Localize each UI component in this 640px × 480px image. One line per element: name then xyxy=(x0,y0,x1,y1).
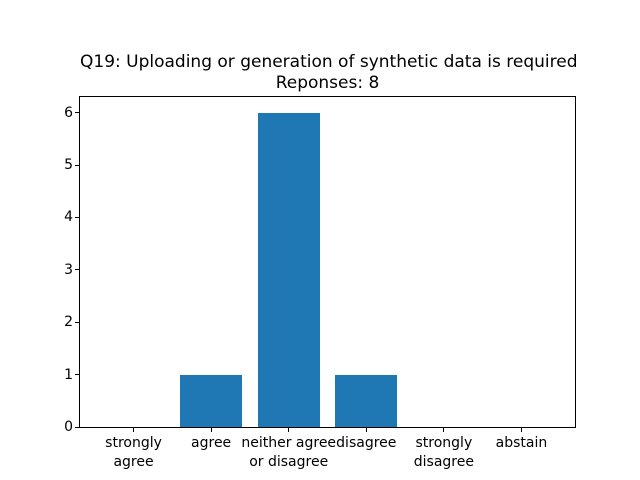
chart-title-line1: Q19: Uploading or generation of syntheti… xyxy=(80,52,578,72)
y-tick-label-0: 0 xyxy=(64,419,73,435)
x-tick-label-3: disagree xyxy=(286,434,446,453)
y-tick-mark-6 xyxy=(75,112,79,114)
y-tick-mark-3 xyxy=(75,269,79,271)
y-tick-label-6: 6 xyxy=(64,104,73,121)
plot-area xyxy=(79,96,576,428)
x-tick-label-1: agree xyxy=(131,434,291,453)
y-tick-label-3: 3 xyxy=(64,261,73,278)
y-tick-label-4: 4 xyxy=(64,209,73,226)
x-tick-label-line: strongly xyxy=(105,435,162,451)
y-tick-label-5: 5 xyxy=(64,157,73,174)
x-tick-label-line: strongly xyxy=(415,435,473,451)
y-tick-label-2: 2 xyxy=(64,314,73,331)
bar-1 xyxy=(180,374,243,427)
x-tick-label-5: abstain xyxy=(441,434,601,453)
x-tick-mark-0 xyxy=(133,428,135,432)
x-tick-mark-1 xyxy=(210,428,212,432)
y-tick-mark-1 xyxy=(75,374,79,376)
x-tick-label-line: agree xyxy=(191,435,232,451)
bar-2 xyxy=(257,112,320,427)
x-tick-label-2: neither agree or disagree xyxy=(209,434,369,472)
x-tick-label-0: strongly agree xyxy=(54,434,214,472)
x-tick-label-line: abstain xyxy=(495,435,548,451)
x-tick-label-line: neither agree xyxy=(241,435,337,451)
y-tick-mark-5 xyxy=(75,164,79,166)
x-tick-label-4: strongly disagree xyxy=(364,434,524,472)
y-tick-mark-0 xyxy=(75,426,79,428)
bar-3 xyxy=(335,374,398,427)
x-tick-mark-3 xyxy=(365,428,367,432)
y-tick-mark-2 xyxy=(75,321,79,323)
x-tick-mark-2 xyxy=(288,428,290,432)
x-tick-label-line: disagree xyxy=(413,454,474,470)
x-tick-mark-4 xyxy=(443,428,445,432)
chart-title: Q19: Uploading or generation of syntheti… xyxy=(80,52,578,94)
x-tick-label-line: agree xyxy=(113,454,154,470)
y-tick-mark-4 xyxy=(75,216,79,218)
x-tick-label-line: disagree xyxy=(336,435,397,451)
x-tick-label-line: or disagree xyxy=(249,454,329,470)
y-tick-label-1: 1 xyxy=(64,366,73,383)
x-tick-mark-5 xyxy=(520,428,522,432)
chart-title-line2: Reponses: 8 xyxy=(275,73,380,93)
